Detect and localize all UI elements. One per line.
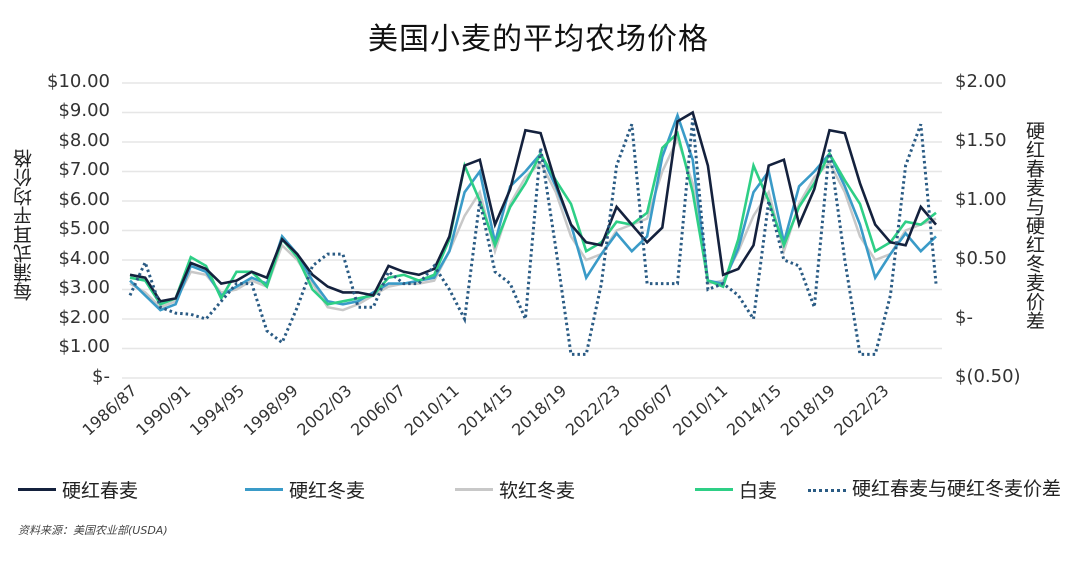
y-tick-right: $- — [955, 307, 973, 328]
y-tick-left: $7.00 — [58, 159, 110, 180]
legend-swatch-hrw — [245, 488, 283, 491]
legend-swatch-diff — [808, 489, 846, 492]
legend-item-srw: 软红冬麦 — [455, 476, 575, 503]
x-tick-label: 2010/11 — [401, 381, 463, 440]
legend-item-white: 白麦 — [695, 476, 777, 503]
y-tick-right: $(0.50) — [955, 366, 1021, 387]
legend-label-hrs: 硬红春麦 — [62, 480, 139, 502]
series-diff — [128, 118, 938, 356]
legend-item-hrw: 硬红冬麦 — [245, 476, 365, 503]
x-tick-label: 1986/87 — [79, 381, 141, 440]
x-tick-label: 2022/23 — [562, 381, 624, 440]
legend-swatch-white — [695, 488, 733, 491]
y-tick-left: $4.00 — [58, 248, 110, 269]
y-tick-right: $1.50 — [955, 130, 1007, 151]
x-tick-label: 2010/11 — [669, 381, 731, 440]
y-tick-right: $1.00 — [955, 189, 1007, 210]
legend-item-diff: 硬红春麦与硬红冬麦价差 — [808, 476, 1063, 504]
gridlines — [122, 82, 942, 379]
series-hrs — [129, 110, 937, 303]
y-tick-left: $5.00 — [58, 218, 110, 239]
y-tick-left: $6.00 — [58, 189, 110, 210]
x-tick-label: 2018/19 — [777, 381, 839, 440]
source-note: 资料来源：美国农业部(USDA) — [18, 524, 168, 537]
y-tick-left: $9.00 — [58, 100, 110, 121]
x-tick-label: 1990/91 — [132, 381, 194, 440]
legend-item-hrs: 硬红春麦 — [18, 476, 138, 503]
series-lines — [128, 110, 938, 356]
x-tick-label: 2014/15 — [723, 381, 785, 440]
legend-label-white: 白麦 — [739, 480, 778, 502]
y-tick-left: $3.00 — [58, 277, 110, 298]
y-tick-left: $2.00 — [58, 307, 110, 328]
x-tick-label: 1998/99 — [240, 381, 302, 440]
x-tick-label: 2002/03 — [293, 381, 355, 440]
y-axis-right-label: 硬红春麦与硬红冬麦价差 — [1023, 120, 1045, 330]
y-tick-left: $- — [92, 366, 110, 387]
y-tick-left: $10.00 — [47, 71, 110, 92]
chart-title: 美国小麦的平均农场价格 — [368, 22, 709, 57]
legend-label-hrw: 硬红冬麦 — [289, 480, 366, 502]
x-tick-label: 2006/07 — [347, 381, 409, 440]
y-tick-left: $1.00 — [58, 336, 110, 357]
legend-label-srw: 软红冬麦 — [499, 480, 576, 502]
legend-swatch-hrs — [18, 488, 56, 491]
y-tick-right: $0.50 — [955, 248, 1007, 269]
legend-label-diff: 硬红春麦与硬红冬麦价差 — [852, 478, 1062, 500]
x-tick-label: 2006/07 — [616, 381, 678, 440]
legend: 硬红春麦 硬红冬麦 软红冬麦 白麦 硬红春麦与硬红冬麦价差 — [0, 476, 1077, 536]
x-axis-ticks: 1986/871990/911994/951998/992002/032006/… — [79, 381, 893, 440]
legend-swatch-srw — [455, 488, 493, 491]
y-tick-left: $8.00 — [58, 130, 110, 151]
x-tick-label: 2018/19 — [508, 381, 570, 440]
x-tick-label: 1994/95 — [186, 381, 248, 440]
y-tick-right: $2.00 — [955, 71, 1007, 92]
x-tick-label: 2022/23 — [830, 381, 892, 440]
x-tick-label: 2014/15 — [454, 381, 516, 440]
series-white — [129, 130, 937, 306]
